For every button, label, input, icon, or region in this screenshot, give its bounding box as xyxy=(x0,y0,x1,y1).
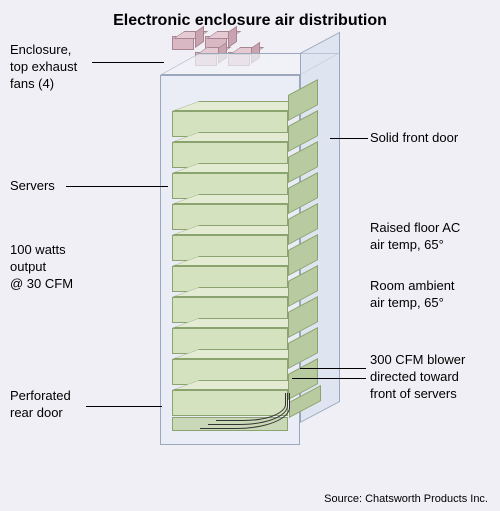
label-raised-floor: Raised floor ACair temp, 65° xyxy=(370,220,460,254)
diagram-title: Electronic enclosure air distribution xyxy=(0,12,500,30)
leader-line xyxy=(330,138,368,139)
label-watts: 100 wattsoutput@ 30 CFM xyxy=(10,242,73,293)
leader-line xyxy=(66,186,168,187)
label-front-door: Solid front door xyxy=(370,130,458,147)
enclosure-box xyxy=(160,75,340,465)
label-blower: 300 CFM blowerdirected towardfront of se… xyxy=(370,352,465,403)
leader-line xyxy=(300,368,366,369)
source-credit: Source: Chatsworth Products Inc. xyxy=(324,493,488,505)
label-room-ambient: Room ambientair temp, 65° xyxy=(370,278,455,312)
leader-line xyxy=(292,378,366,379)
label-top-fans: Enclosure,top exhaustfans (4) xyxy=(10,42,77,93)
leader-line xyxy=(92,62,164,63)
leader-line xyxy=(86,406,162,407)
label-rear-door: Perforatedrear door xyxy=(10,388,71,422)
enclosure-diagram xyxy=(160,40,355,470)
label-servers: Servers xyxy=(10,178,55,195)
